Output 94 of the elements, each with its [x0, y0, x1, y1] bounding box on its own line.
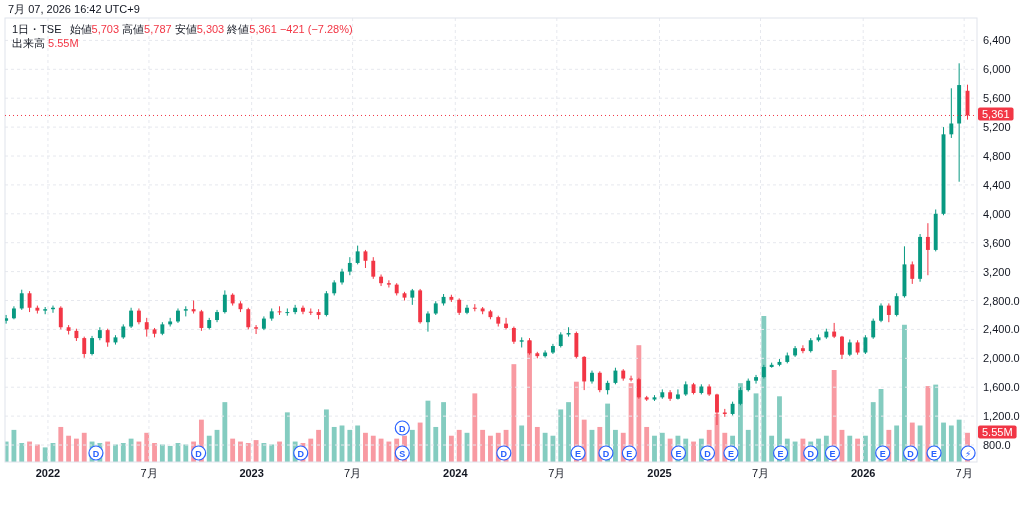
annotation: E — [879, 448, 886, 459]
bar — [347, 429, 353, 462]
bar — [331, 426, 337, 462]
annotation: D — [602, 448, 610, 459]
bar — [652, 435, 657, 462]
bar — [659, 432, 665, 462]
bar — [417, 422, 423, 462]
bar — [261, 443, 267, 462]
annotation: D — [297, 448, 305, 459]
bar — [855, 438, 861, 462]
bar — [566, 402, 571, 462]
annotation: S — [399, 448, 406, 459]
bar — [441, 402, 446, 462]
bar — [230, 438, 236, 462]
bar — [925, 386, 931, 462]
bar — [956, 419, 962, 462]
bar — [183, 444, 189, 462]
bar — [363, 432, 368, 462]
annotation: D — [399, 423, 407, 434]
bar — [284, 412, 290, 462]
bar — [870, 402, 876, 462]
bar — [691, 441, 696, 462]
bar — [448, 435, 454, 462]
annotation: D — [92, 448, 100, 459]
bar — [269, 444, 275, 462]
annotation: ⚡ — [964, 448, 972, 459]
annotation: D — [907, 448, 915, 459]
annotation: D — [195, 448, 203, 459]
bar — [206, 435, 212, 462]
annotation: E — [675, 448, 682, 459]
annotation: D — [704, 448, 712, 459]
bar — [745, 429, 751, 462]
bar — [277, 441, 282, 462]
bar — [894, 425, 900, 462]
bar — [105, 441, 111, 462]
bar — [761, 316, 767, 462]
bar — [81, 432, 87, 462]
title: 1日・TSE — [12, 23, 62, 35]
annotation: E — [931, 448, 938, 459]
bar — [409, 429, 415, 462]
bar — [74, 438, 79, 462]
annotation: 5.55M — [982, 426, 1013, 439]
bar — [245, 443, 251, 462]
bar — [323, 409, 329, 462]
bar — [769, 435, 775, 462]
bar — [253, 440, 259, 462]
bar — [355, 425, 361, 462]
bar — [136, 441, 142, 462]
subtitle: 7月 07, 2026 16:42 UTC+9 — [8, 3, 140, 15]
bar — [152, 443, 157, 462]
ref-line-label: 5,361 — [982, 108, 1010, 121]
annotation: E — [727, 448, 734, 459]
bar — [917, 425, 923, 462]
bar — [511, 364, 517, 462]
bar — [527, 340, 532, 462]
bar — [519, 425, 525, 462]
bar — [128, 438, 134, 462]
bar — [58, 426, 64, 462]
bar — [534, 426, 540, 462]
bar — [167, 445, 173, 462]
bar — [66, 435, 72, 462]
bar — [19, 443, 25, 462]
bar — [120, 443, 126, 462]
annotation: D — [500, 448, 508, 459]
bar — [542, 432, 548, 462]
annotation: E — [575, 448, 582, 459]
annotation: E — [829, 448, 836, 459]
bar — [472, 393, 478, 462]
bar — [370, 435, 376, 462]
bar — [488, 435, 493, 462]
bar — [613, 429, 618, 462]
bar — [433, 426, 439, 462]
bar — [34, 444, 40, 462]
bar — [480, 429, 486, 462]
bar — [238, 441, 243, 462]
bar — [308, 438, 314, 462]
bar — [27, 441, 32, 462]
annotation: E — [626, 448, 633, 459]
bar — [159, 444, 165, 462]
bar — [386, 441, 392, 462]
bar — [558, 409, 564, 462]
annotation: E — [777, 448, 784, 459]
annotation: D — [807, 448, 815, 459]
bar — [941, 422, 946, 462]
bar — [847, 435, 853, 462]
bar — [902, 324, 907, 462]
bar — [792, 441, 798, 462]
bar — [113, 444, 118, 462]
bar — [316, 429, 322, 462]
bar — [644, 426, 650, 462]
bar — [222, 402, 228, 462]
bar — [42, 447, 48, 462]
bar — [948, 425, 954, 462]
bar — [456, 429, 462, 462]
